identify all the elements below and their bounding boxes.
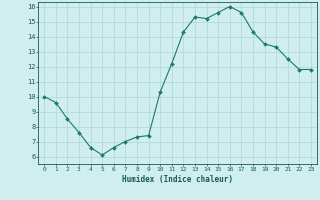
X-axis label: Humidex (Indice chaleur): Humidex (Indice chaleur)	[122, 175, 233, 184]
